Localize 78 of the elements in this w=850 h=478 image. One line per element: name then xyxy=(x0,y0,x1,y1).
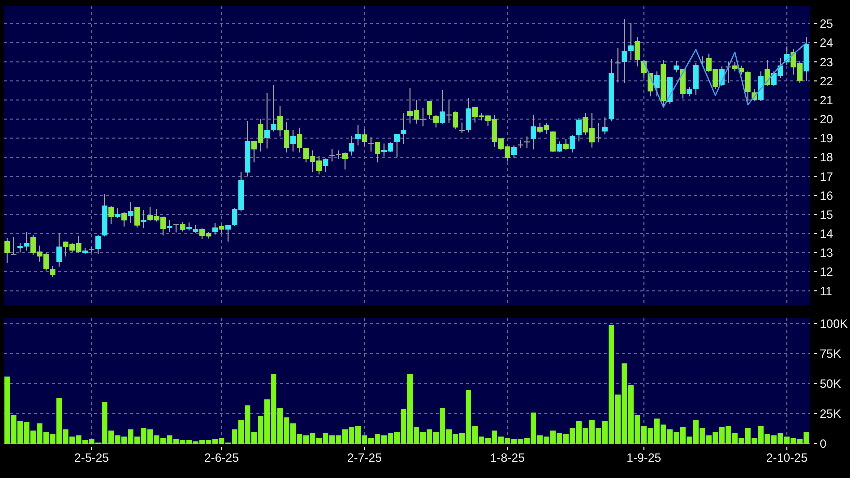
candlestick xyxy=(290,130,296,152)
y-tick-label: 18 xyxy=(820,150,834,165)
x-tick-label: 2-5-25 xyxy=(74,451,110,465)
candlestick xyxy=(576,118,582,142)
y-tick-label: 23 xyxy=(820,55,834,70)
candlestick xyxy=(141,210,147,229)
candlestick xyxy=(330,148,336,162)
candlestick xyxy=(278,105,284,138)
x-tick-label: 1-8-25 xyxy=(490,451,526,465)
candlestick xyxy=(108,206,114,225)
candlestick xyxy=(297,127,303,154)
candlestick xyxy=(212,222,218,236)
y-tick-label: 25 xyxy=(820,17,834,32)
y-tick-label: 22 xyxy=(820,74,834,88)
x-tick-label: 2-7-25 xyxy=(347,451,382,465)
candlestick xyxy=(50,266,56,278)
y-tick-label: 21 xyxy=(820,93,834,108)
candlestick xyxy=(446,100,452,124)
candlestick xyxy=(356,124,362,146)
candlestick xyxy=(550,131,556,153)
y-tick-label: 0 xyxy=(820,437,827,452)
candlestick xyxy=(134,206,140,228)
y-tick-label: 75K xyxy=(820,347,842,362)
candlestick xyxy=(394,134,400,158)
y-tick-label: 12 xyxy=(820,265,834,280)
y-tick-label: 100K xyxy=(820,317,848,332)
y-tick-label: 25K xyxy=(820,407,842,422)
y-tick-label: 15 xyxy=(820,208,834,222)
x-tick-label: 2-10-25 xyxy=(766,451,808,465)
candlestick xyxy=(122,212,128,228)
candlestick xyxy=(459,122,465,134)
candlestick xyxy=(524,136,530,149)
candlestick xyxy=(128,202,134,224)
y-tick-label: 16 xyxy=(820,188,834,203)
candlestick xyxy=(284,122,290,154)
candlestick xyxy=(368,137,374,152)
y-tick-label: 13 xyxy=(820,246,834,260)
candlestick xyxy=(466,98,472,134)
candlestick xyxy=(570,134,576,154)
x-tick-label: 2-6-25 xyxy=(204,451,240,465)
y-tick-label: 17 xyxy=(820,170,834,184)
y-tick-label: 50K xyxy=(820,377,842,392)
y-tick-label: 11 xyxy=(820,284,833,298)
y-tick-label: 19 xyxy=(820,132,834,146)
candlestick xyxy=(556,141,562,152)
candlestick xyxy=(336,150,342,160)
candlestick xyxy=(674,60,680,74)
candlestick xyxy=(628,22,634,60)
candlestick xyxy=(511,145,517,159)
y-tick-label: 24 xyxy=(820,36,834,50)
candlestick xyxy=(596,122,602,144)
candlestick xyxy=(530,114,536,150)
candlestick xyxy=(615,48,621,84)
candlestick xyxy=(323,158,329,173)
candlestick xyxy=(11,236,17,256)
candlestick xyxy=(264,92,270,150)
candlestick xyxy=(226,224,232,242)
candlestick xyxy=(654,71,660,98)
candlestick xyxy=(56,232,62,268)
y-tick-label: 14 xyxy=(820,227,834,242)
candlestick xyxy=(622,18,628,84)
y-tick-label: 20 xyxy=(820,112,834,127)
candlestick xyxy=(167,220,173,233)
candlestick xyxy=(563,138,569,151)
candlestick xyxy=(115,208,121,219)
candlestick xyxy=(362,128,368,148)
candlestick xyxy=(602,117,608,136)
candlestick xyxy=(400,112,407,145)
candlestick xyxy=(426,100,432,120)
candlestick xyxy=(420,108,426,128)
candlestick xyxy=(96,234,102,255)
candlestick xyxy=(634,36,640,68)
x-tick-label: 1-9-25 xyxy=(626,451,662,465)
candlestick xyxy=(686,86,692,98)
candlestick xyxy=(271,84,277,132)
candlestick xyxy=(349,135,355,156)
candlestick xyxy=(433,114,439,128)
candlestick xyxy=(4,238,10,264)
